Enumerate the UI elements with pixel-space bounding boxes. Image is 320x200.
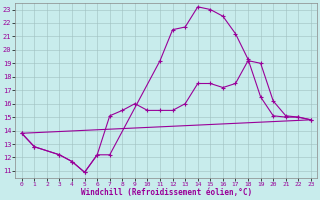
X-axis label: Windchill (Refroidissement éolien,°C): Windchill (Refroidissement éolien,°C) [81, 188, 252, 197]
